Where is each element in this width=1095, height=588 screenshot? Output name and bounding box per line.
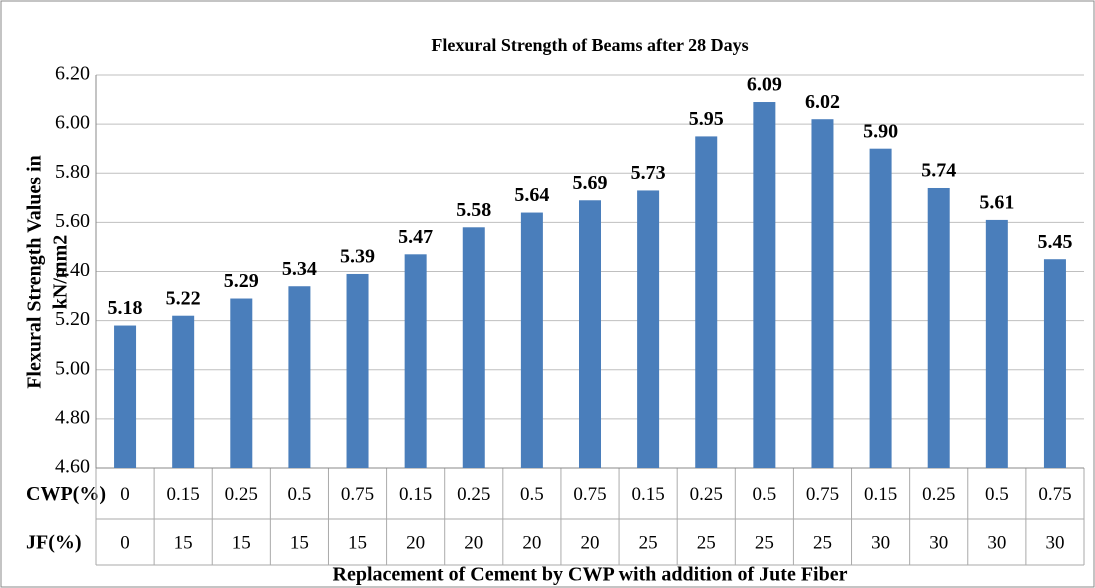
x-tick-label: 30 [1045,532,1064,553]
y-tick-label: 4.80 [55,406,90,428]
x-tick-label: 30 [871,532,890,553]
y-tick-label: 5.00 [55,357,90,379]
x-tick-label: 20 [406,532,425,553]
x-tick-label: 15 [174,532,193,553]
bar [172,315,195,468]
bar [346,273,369,468]
x-tick-label: 0.5 [985,484,1009,505]
bar [404,254,427,468]
x-tick-label: 0 [120,532,130,553]
x-tick-label: 25 [697,532,716,553]
x-tick-label: 0.75 [806,484,839,505]
data-label: 5.22 [166,287,201,309]
x-tick-label: 0.15 [631,484,664,505]
x-tick-label: 0.25 [225,484,258,505]
x-axis-title: Replacement of Cement by CWP with additi… [333,564,848,586]
x-tick-label: 0.15 [167,484,200,505]
y-axis-title: Flexural Strength Values in [24,155,46,389]
bar [695,136,718,468]
x-tick-label: 0.5 [752,484,776,505]
data-label: 5.90 [863,120,898,142]
data-label: 6.09 [747,74,782,96]
x-tick-label: 30 [929,532,948,553]
bar [462,227,485,468]
data-label: 5.18 [108,297,143,319]
y-tick-label: 6.20 [55,63,90,85]
x-tick-label: 20 [522,532,541,553]
chart-title: Flexural Strength of Beams after 28 Days [431,35,748,55]
x-tick-label: 15 [290,532,309,553]
data-label: 5.69 [573,172,608,194]
y-tick-label: 5.60 [55,210,90,232]
x-tick-label: 0.5 [520,484,544,505]
x-tick-label: 0.5 [288,484,312,505]
bar [927,187,950,469]
bar [869,148,892,468]
x-tick-label: 25 [639,532,658,553]
x-tick-label: 0.15 [399,484,432,505]
y-tick-label: 4.60 [55,456,90,478]
data-label: 6.02 [805,91,840,113]
x-tick-label: 0.25 [922,484,955,505]
bar [579,200,601,469]
data-label: 5.39 [340,246,375,268]
data-label: 5.74 [921,160,956,182]
x-tick-label: 0.75 [573,484,606,505]
data-label: 5.73 [631,162,666,184]
bar [288,286,311,468]
bar [637,190,660,468]
x-tick-label: 15 [232,532,251,553]
x-tick-label: 0.15 [864,484,897,505]
x-tick-label: 20 [581,532,600,553]
x-tick-label: 25 [755,532,774,553]
y-tick-label: 5.80 [55,161,90,183]
bar [985,219,1008,468]
bar [811,119,834,469]
x-tick-label: 0.25 [690,484,723,505]
bar [753,102,776,469]
bar [520,212,543,468]
row-header: CWP(%) [26,483,106,505]
y-axis-title: kN/mm2 [50,235,72,309]
x-tick-label: 0.25 [457,484,490,505]
data-label: 5.29 [224,270,259,292]
data-label: 5.61 [979,192,1014,214]
x-tick-label: 0.75 [1038,484,1071,505]
data-label: 5.58 [456,199,491,221]
y-tick-label: 6.00 [55,112,90,134]
data-label: 5.95 [689,108,724,130]
bar [1043,259,1066,468]
data-label: 5.45 [1037,231,1072,253]
x-tick-label: 20 [464,532,483,553]
data-label: 5.64 [514,184,549,206]
x-tick-label: 0.75 [341,484,374,505]
row-header: JF(%) [26,532,82,554]
bar [114,325,137,468]
x-tick-label: 25 [813,532,832,553]
y-tick-label: 5.40 [55,259,90,281]
data-label: 5.47 [398,226,433,248]
x-tick-label: 15 [348,532,367,553]
x-tick-label: 30 [987,532,1006,553]
x-tick-label: 0 [120,484,130,505]
data-label: 5.34 [282,258,317,280]
y-tick-label: 5.20 [55,308,90,330]
bar [230,298,253,468]
